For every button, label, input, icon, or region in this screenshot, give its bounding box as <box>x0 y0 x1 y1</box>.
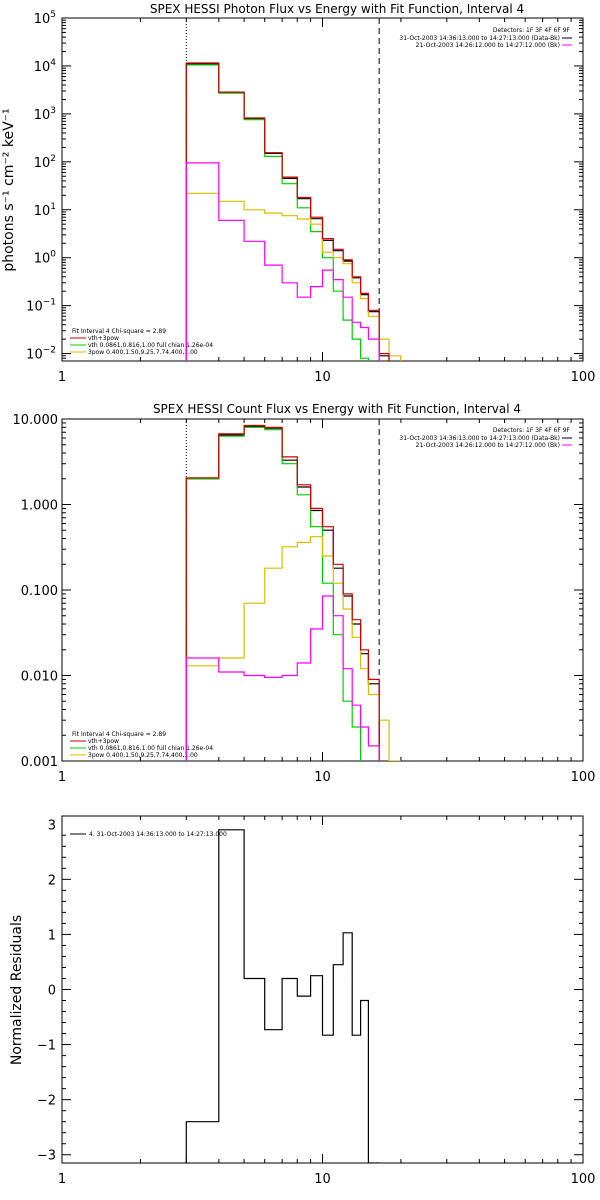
y-tick-label: 102 <box>34 154 56 171</box>
y-tick-label: 103 <box>34 106 56 123</box>
series-line-line <box>185 62 390 361</box>
x-tick-label: 10 <box>314 1172 331 1187</box>
x-tick-label: 100 <box>571 770 596 785</box>
y-tick-label: 10−1 <box>26 298 56 315</box>
count-flux-chart: SPEX HESSI Count Flux vs Energy with Fit… <box>13 402 596 785</box>
y-tick-label: 10−2 <box>26 346 56 363</box>
legend-entry-3: 3pow 0.400,1.50,9.25,7.74,400,1.00 <box>88 349 198 356</box>
detectors-label: Detectors: 1F 3F 4F 6F 9F <box>493 427 571 434</box>
y-tick-label: 10.000 <box>13 413 59 428</box>
series-magenta-line <box>185 162 380 361</box>
data-interval-label: 31-Oct-2003 14:36:13.000 to 14:27:13.000… <box>399 435 560 442</box>
legend-entry-1: vth+3pow <box>88 335 119 342</box>
plot-frame <box>61 418 584 762</box>
y-tick-label: 2 <box>48 873 56 888</box>
legend-entry-1: vth+3pow <box>88 738 119 745</box>
y-tick-label: 1 <box>48 928 56 943</box>
x-tick-label: 100 <box>571 370 596 385</box>
legend-entry-1: 4. 31-Oct-2003 14:36:13.000 to 14:27:13.… <box>89 831 227 838</box>
chart-title: SPEX HESSI Count Flux vs Energy with Fit… <box>153 402 521 416</box>
series-magenta-line <box>185 595 380 761</box>
x-tick-label: 10 <box>314 370 331 385</box>
y-tick-label: 0 <box>48 984 56 999</box>
legend-fit-info: Fit Interval 4 Chi-square = 2.89 <box>72 731 166 738</box>
y-tick-label: 100 <box>34 250 57 267</box>
y-tick-label: 101 <box>34 202 56 219</box>
series-group <box>185 829 380 1163</box>
series-3pow-line <box>185 536 401 761</box>
background-interval-label: 21-Oct-2003 14:26:12.000 to 14:27:12.000… <box>416 42 560 49</box>
y-tick-label: 0.100 <box>21 584 58 599</box>
x-tick-label: 1 <box>58 370 66 385</box>
detectors-label: Detectors: 1F 3F 4F 6F 9F <box>493 27 571 34</box>
y-tick-label: 104 <box>34 58 57 75</box>
series-3pow-line <box>185 192 402 361</box>
chart-title: SPEX HESSI Photon Flux vs Energy with Fi… <box>150 2 524 16</box>
series-vth-line <box>185 426 362 761</box>
series-4-31-oct-2003-14-36-13-000-to-14-27-13-000-line <box>185 829 380 1163</box>
y-tick-label: −1 <box>37 1039 56 1054</box>
legend-entry-2: vth 0.0861,0.816,1.00 full chian 1.26e-0… <box>88 745 213 752</box>
y-axis-label: photons s⁻¹ cm⁻² keV⁻¹ <box>1 108 17 271</box>
y-tick-label: 1.000 <box>21 499 58 514</box>
series-group <box>185 424 401 761</box>
residuals-chart: Normalized Residuals 4. 31-Oct-2003 14:3… <box>9 815 596 1187</box>
y-tick-label: 0.001 <box>21 755 58 770</box>
x-tick-label: 10 <box>314 770 331 785</box>
background-interval-label: 21-Oct-2003 14:26:12.000 to 14:27:12.000… <box>416 442 560 449</box>
photon-flux-chart: SPEX HESSI Photon Flux vs Energy with Fi… <box>1 2 595 385</box>
y-tick-label: −2 <box>37 1094 56 1109</box>
series-group <box>185 62 402 361</box>
plot-frame <box>61 17 584 362</box>
data-interval-label: 31-Oct-2003 14:36:13.000 to 14:27:13.000… <box>399 35 560 42</box>
y-tick-label: −3 <box>37 1149 56 1164</box>
series-vth-3pow-line <box>185 63 390 361</box>
series-line-line <box>185 424 380 761</box>
legend-entry-3: 3pow 0.400,1.50,9.25,7.74,400,1.00 <box>88 752 198 759</box>
y-tick-label: 3 <box>48 818 56 833</box>
y-tick-label: 0.010 <box>21 670 58 685</box>
y-tick-label: 105 <box>34 10 56 27</box>
x-tick-label: 1 <box>58 1172 66 1187</box>
legend-entry-2: vth 0.0861,0.816,1.00 full chian 1.26e-0… <box>88 342 213 349</box>
x-tick-label: 100 <box>571 1172 596 1187</box>
y-axis-label: Normalized Residuals <box>9 915 25 1065</box>
legend-fit-info: Fit Interval 4 Chi-square = 2.89 <box>72 328 166 335</box>
x-tick-label: 1 <box>58 770 66 785</box>
